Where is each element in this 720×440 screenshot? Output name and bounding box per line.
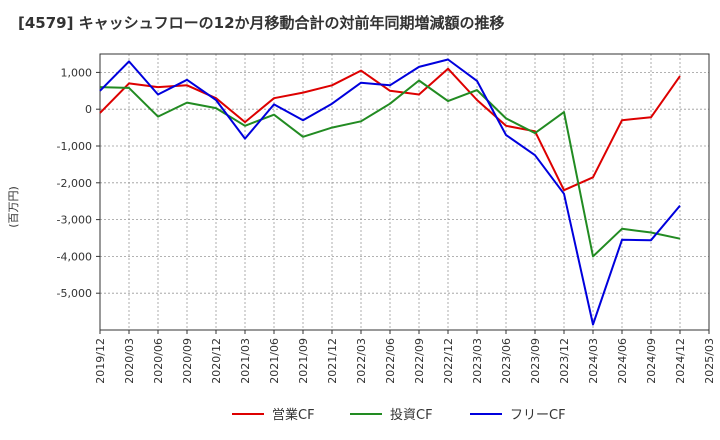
y-tick-label: -2,000 (57, 177, 92, 190)
x-tick-label: 2024/06 (616, 338, 629, 384)
y-tick-label: 1,000 (61, 66, 93, 79)
x-tick-label: 2023/06 (500, 338, 513, 384)
y-tick-label: -5,000 (57, 287, 92, 300)
legend-label-1: 営業CF (272, 407, 315, 423)
x-tick-label: 2023/09 (529, 338, 542, 384)
x-tick-label: 2020/09 (181, 338, 194, 384)
x-tick-label: 2024/12 (674, 338, 687, 384)
x-tick-label: 2020/03 (123, 338, 136, 384)
chart-title: [4579] キャッシュフローの12か月移動合計の対前年同期増減額の推移 (18, 14, 505, 32)
y-tick-label: -3,000 (57, 214, 92, 227)
y-axis-label: (百万円) (7, 186, 20, 228)
legend-label-2: 投資CF (390, 407, 433, 423)
y-tick-label: -4,000 (57, 250, 92, 263)
series-line-3 (99, 58, 681, 326)
series-line-2 (99, 79, 681, 258)
x-tick-label: 2021/12 (326, 338, 339, 384)
legend-label-3: フリーCF (510, 408, 566, 423)
x-tick-label: 2022/03 (355, 338, 368, 384)
x-tick-label: 2020/06 (152, 338, 165, 384)
axes: 1,000 0 -1,000 -2,000 -3,000 -4,000 -5,000 2019… (57, 53, 716, 384)
series-line-1 (99, 67, 681, 192)
plot-frame (99, 53, 710, 331)
x-tick-label: 2020/12 (210, 338, 223, 384)
x-tick-label: 2023/03 (471, 338, 484, 384)
x-tick-label: 2023/12 (558, 338, 571, 384)
x-tick-label: 2021/03 (239, 338, 252, 384)
x-tick-label: 2022/12 (442, 338, 455, 384)
series-lines (99, 58, 681, 326)
x-tick-label: 2021/06 (268, 338, 281, 384)
x-tick-label: 2019/12 (94, 338, 107, 384)
legend: 営業CF 投資CF フリーCF (232, 407, 566, 423)
y-tick-label: 0 (85, 103, 92, 116)
x-tick-label: 2022/09 (413, 338, 426, 384)
x-tick-label: 2025/03 (703, 338, 716, 384)
x-tick-label: 2024/03 (587, 338, 600, 384)
x-tick-label: 2022/06 (384, 338, 397, 384)
y-tick-label: -1,000 (57, 140, 92, 153)
x-tick-label: 2024/09 (645, 338, 658, 384)
x-tick-label: 2021/09 (297, 338, 310, 384)
plot-background (100, 54, 709, 330)
